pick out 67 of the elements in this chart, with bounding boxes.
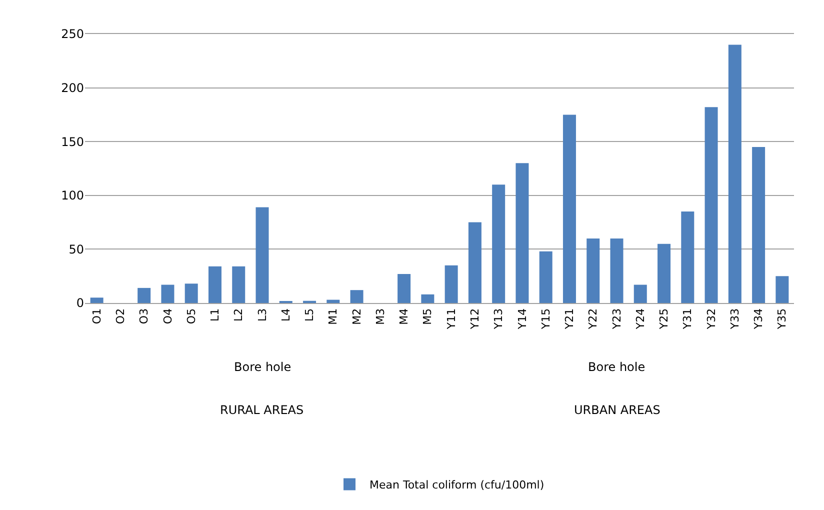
bar	[90, 298, 104, 303]
bar	[728, 44, 742, 303]
x-tick-label: Y32	[704, 308, 718, 330]
bar	[444, 265, 458, 303]
x-tick-label: Y31	[681, 308, 694, 330]
x-tick-label: Y11	[444, 308, 458, 330]
x-tick-label: Y35	[776, 308, 789, 330]
bar	[208, 266, 222, 303]
x-tick-label: L5	[303, 308, 316, 322]
text: RURAL AREAS	[220, 403, 304, 417]
bar	[492, 184, 506, 303]
x-tick-label: L3	[256, 308, 269, 322]
x-tick-label: M2	[350, 308, 364, 325]
y-tick-label: 150	[61, 134, 84, 149]
x-tick-label: O1	[90, 308, 104, 324]
bar	[232, 266, 246, 303]
bar	[752, 146, 766, 303]
bar	[256, 207, 269, 303]
bar	[184, 284, 198, 303]
x-tick-label: O3	[138, 308, 151, 324]
bar	[421, 294, 434, 303]
x-tick-label: Y23	[610, 308, 624, 330]
x-tick-label: O4	[161, 308, 174, 324]
x-tick-label: Y14	[516, 308, 529, 330]
y-tick-label: 0	[76, 296, 84, 310]
legend-label: Mean Total coliform (cfu/100ml)	[370, 478, 544, 492]
x-tick-label: M1	[326, 308, 340, 325]
y-tick-label: 100	[61, 188, 84, 203]
x-tick-label: M3	[374, 308, 387, 325]
y-tick-label: 50	[68, 242, 84, 256]
x-tick-label: Y34	[752, 308, 766, 330]
x-tick-label: Y33	[728, 308, 742, 330]
x-tick-label: O2	[114, 308, 128, 324]
x-tick-label: Y25	[658, 308, 671, 330]
bar	[468, 222, 482, 303]
x-tick-label: Y24	[634, 308, 647, 330]
bar	[398, 274, 411, 303]
x-tick-label: L1	[208, 308, 222, 322]
x-tick-label: M4	[398, 308, 411, 325]
bar	[138, 288, 151, 303]
bar	[161, 284, 174, 303]
x-tick-label: O5	[184, 308, 198, 324]
bar	[704, 107, 718, 303]
bar	[326, 300, 340, 303]
x-tick-label: Y22	[586, 308, 600, 330]
y-tick-label: 250	[61, 27, 84, 42]
x-tick-label: Y15	[539, 308, 552, 330]
text: Bore hole	[588, 360, 646, 374]
x-tick-label: Y12	[468, 308, 482, 330]
bar	[610, 238, 624, 303]
bar	[586, 238, 600, 303]
bar	[658, 244, 671, 303]
bar	[350, 290, 364, 303]
bar	[634, 284, 647, 303]
x-tick-label: Y13	[492, 308, 506, 330]
bar	[681, 212, 694, 303]
text: URBAN AREAS	[574, 403, 660, 417]
bar	[539, 251, 552, 303]
x-tick-label: L4	[279, 308, 292, 322]
text: Bore hole	[234, 360, 292, 374]
x-tick-label: Y21	[563, 308, 576, 330]
bar	[562, 114, 576, 303]
bar	[516, 163, 529, 303]
x-tick-label: M5	[421, 308, 434, 325]
bar	[776, 276, 789, 303]
y-tick-label: 200	[61, 81, 84, 95]
x-tick-label: L2	[232, 308, 246, 322]
